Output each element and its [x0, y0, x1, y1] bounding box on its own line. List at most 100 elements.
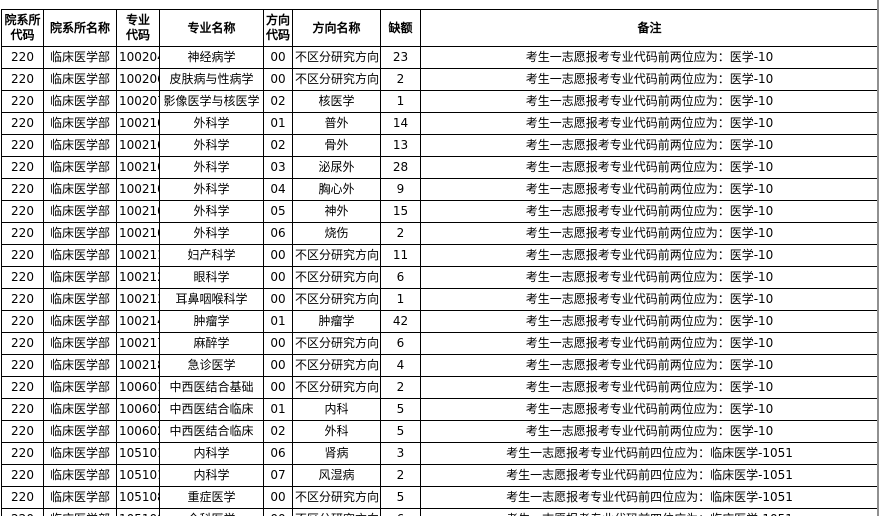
cell-direction-name: 不区分研究方向	[292, 46, 381, 69]
column-header-remarks: 备注	[420, 9, 879, 47]
cell-remarks: 考生一志愿报考专业代码前四位应为：临床医学-1051	[420, 486, 879, 509]
cell-direction-name: 不区分研究方向	[292, 68, 381, 91]
cell-major-code: 100210	[116, 156, 160, 179]
cell-dept-name: 临床医学部	[43, 200, 117, 223]
cell-direction-code: 06	[263, 442, 293, 465]
cell-major-name: 耳鼻咽喉科学	[159, 288, 264, 311]
cell-vacancy: 13	[380, 134, 421, 157]
table-row: 220临床医学部100210外科学04胸心外9考生一志愿报考专业代码前两位应为：…	[1, 178, 879, 201]
cell-dept-name: 临床医学部	[43, 266, 117, 289]
cell-major-name: 内科学	[159, 464, 264, 487]
cell-remarks: 考生一志愿报考专业代码前两位应为：医学-10	[420, 398, 879, 421]
cell-major-code: 105108	[116, 486, 160, 509]
table-row: 220临床医学部100206皮肤病与性病学00不区分研究方向2考生一志愿报考专业…	[1, 68, 879, 91]
cell-major-code: 100210	[116, 134, 160, 157]
cell-vacancy: 6	[380, 332, 421, 355]
cell-vacancy: 1	[380, 90, 421, 113]
cell-vacancy: 2	[380, 464, 421, 487]
cell-dept-code: 220	[1, 354, 44, 377]
cell-major-name: 外科学	[159, 156, 264, 179]
cell-remarks: 考生一志愿报考专业代码前两位应为：医学-10	[420, 288, 879, 311]
cell-direction-name: 核医学	[292, 90, 381, 113]
cell-remarks: 考生一志愿报考专业代码前两位应为：医学-10	[420, 310, 879, 333]
cell-dept-name: 临床医学部	[43, 288, 117, 311]
cell-direction-code: 02	[263, 134, 293, 157]
cell-dept-name: 临床医学部	[43, 442, 117, 465]
cell-direction-name: 不区分研究方向	[292, 244, 381, 267]
cell-direction-name: 胸心外	[292, 178, 381, 201]
cell-remarks: 考生一志愿报考专业代码前两位应为：医学-10	[420, 200, 879, 223]
cell-major-name: 皮肤病与性病学	[159, 68, 264, 91]
cell-major-code: 100206	[116, 68, 160, 91]
table-row: 220临床医学部100217麻醉学00不区分研究方向6考生一志愿报考专业代码前两…	[1, 332, 879, 355]
table-row: 220临床医学部100218急诊医学00不区分研究方向4考生一志愿报考专业代码前…	[1, 354, 879, 377]
column-header-dept-name: 院系所名称	[43, 9, 117, 47]
table-row: 220临床医学部105101内科学06肾病3考生一志愿报考专业代码前四位应为：临…	[1, 442, 879, 465]
cell-major-code: 100218	[116, 354, 160, 377]
cell-dept-code: 220	[1, 244, 44, 267]
cell-major-code: 100602	[116, 398, 160, 421]
cell-vacancy: 42	[380, 310, 421, 333]
cell-remarks: 考生一志愿报考专业代码前两位应为：医学-10	[420, 332, 879, 355]
cell-major-code: 105101	[116, 464, 160, 487]
cell-vacancy: 28	[380, 156, 421, 179]
cell-direction-name: 骨外	[292, 134, 381, 157]
table-body: 220临床医学部100204神经病学00不区分研究方向23考生一志愿报考专业代码…	[1, 46, 879, 516]
cell-major-code: 100211	[116, 244, 160, 267]
table-row: 220临床医学部105101内科学07风湿病2考生一志愿报考专业代码前四位应为：…	[1, 464, 879, 487]
cell-major-name: 急诊医学	[159, 354, 264, 377]
cell-direction-name: 内科	[292, 398, 381, 421]
cell-remarks: 考生一志愿报考专业代码前两位应为：医学-10	[420, 354, 879, 377]
table-row: 220临床医学部100210外科学06烧伤2考生一志愿报考专业代码前两位应为：医…	[1, 222, 879, 245]
cell-dept-name: 临床医学部	[43, 46, 117, 69]
cell-dept-name: 临床医学部	[43, 178, 117, 201]
table-row: 220临床医学部100210外科学05神外15考生一志愿报考专业代码前两位应为：…	[1, 200, 879, 223]
admission-vacancy-table: 院系所 代码 院系所名称 专业 代码 专业名称 方向 代码 方向名称 缺额 备注…	[1, 9, 879, 516]
cell-remarks: 考生一志愿报考专业代码前两位应为：医学-10	[420, 112, 879, 135]
table-row: 220临床医学部105109全科医学00不区分研究方向6考生一志愿报考专业代码前…	[1, 508, 879, 516]
column-header-direction-code: 方向 代码	[263, 9, 293, 47]
cell-direction-code: 01	[263, 398, 293, 421]
cell-direction-code: 05	[263, 200, 293, 223]
table-row: 220临床医学部105108重症医学00不区分研究方向5考生一志愿报考专业代码前…	[1, 486, 879, 509]
cell-major-code: 100213	[116, 288, 160, 311]
cell-major-name: 中西医结合临床	[159, 420, 264, 443]
cell-direction-name: 肿瘤学	[292, 310, 381, 333]
cell-vacancy: 2	[380, 376, 421, 399]
cell-remarks: 考生一志愿报考专业代码前两位应为：医学-10	[420, 90, 879, 113]
cell-major-name: 影像医学与核医学	[159, 90, 264, 113]
cell-dept-name: 临床医学部	[43, 244, 117, 267]
cell-direction-name: 风湿病	[292, 464, 381, 487]
cell-direction-name: 外科	[292, 420, 381, 443]
cell-dept-code: 220	[1, 420, 44, 443]
cell-direction-code: 02	[263, 420, 293, 443]
cell-major-name: 眼科学	[159, 266, 264, 289]
cell-dept-code: 220	[1, 464, 44, 487]
cell-major-name: 神经病学	[159, 46, 264, 69]
cell-remarks: 考生一志愿报考专业代码前两位应为：医学-10	[420, 376, 879, 399]
column-header-major-name: 专业名称	[159, 9, 264, 47]
cell-remarks: 考生一志愿报考专业代码前两位应为：医学-10	[420, 244, 879, 267]
cell-dept-name: 临床医学部	[43, 354, 117, 377]
cell-dept-code: 220	[1, 200, 44, 223]
cell-direction-name: 不区分研究方向	[292, 266, 381, 289]
cell-major-code: 100207	[116, 90, 160, 113]
cell-direction-code: 00	[263, 288, 293, 311]
cell-major-code: 100601	[116, 376, 160, 399]
table-row: 220临床医学部100213耳鼻咽喉科学00不区分研究方向1考生一志愿报考专业代…	[1, 288, 879, 311]
cell-vacancy: 1	[380, 288, 421, 311]
cell-major-name: 妇产科学	[159, 244, 264, 267]
table-row: 220临床医学部100210外科学03泌尿外28考生一志愿报考专业代码前两位应为…	[1, 156, 879, 179]
cell-dept-code: 220	[1, 222, 44, 245]
cell-major-name: 外科学	[159, 112, 264, 135]
cell-remarks: 考生一志愿报考专业代码前两位应为：医学-10	[420, 266, 879, 289]
cell-dept-name: 临床医学部	[43, 398, 117, 421]
cell-major-name: 外科学	[159, 178, 264, 201]
cell-remarks: 考生一志愿报考专业代码前四位应为：临床医学-1051	[420, 464, 879, 487]
cell-direction-name: 烧伤	[292, 222, 381, 245]
cell-dept-name: 临床医学部	[43, 68, 117, 91]
cell-direction-code: 01	[263, 112, 293, 135]
table-right-edge-line	[877, 0, 879, 516]
cell-major-name: 中西医结合基础	[159, 376, 264, 399]
